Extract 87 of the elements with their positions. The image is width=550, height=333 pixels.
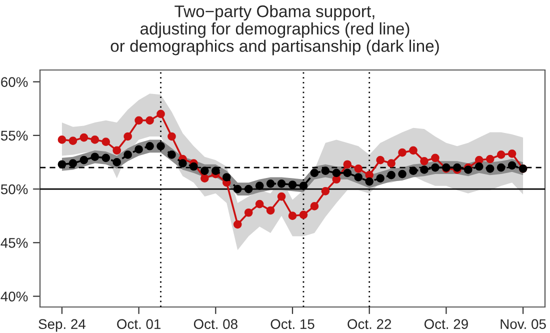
- point: [310, 202, 319, 210]
- point: [387, 159, 396, 168]
- point: [299, 182, 308, 190]
- point: [343, 168, 352, 178]
- point: [244, 184, 253, 194]
- point: [168, 150, 176, 159]
- point: [420, 156, 428, 166]
- point: [277, 180, 286, 188]
- point: [508, 149, 516, 158]
- point: [453, 163, 462, 172]
- y-tick-label: 50%: [0, 184, 28, 194]
- point: [255, 200, 264, 208]
- point: [365, 170, 374, 180]
- point: [134, 145, 143, 154]
- point: [68, 159, 78, 168]
- point: [420, 166, 428, 174]
- chart-title: Two−party Obama support, adjusting for demographics (red line) or demographics and partisanship (dark line): [110, 4, 439, 56]
- point: [365, 177, 374, 186]
- point: [486, 154, 494, 164]
- point: [146, 116, 154, 125]
- point: [68, 136, 78, 145]
- point: [343, 160, 352, 169]
- x-tick-label: Oct. 08: [194, 319, 238, 330]
- x-tick-label: Oct. 22: [348, 319, 392, 330]
- point: [277, 192, 286, 201]
- point: [288, 180, 297, 189]
- point: [200, 166, 209, 175]
- point: [486, 164, 494, 173]
- point: [90, 152, 100, 162]
- point: [124, 132, 132, 141]
- point: [354, 173, 363, 182]
- point: [398, 170, 406, 178]
- point: [332, 168, 341, 178]
- point: [431, 154, 440, 162]
- y-tick-label: 55%: [0, 130, 28, 141]
- point: [134, 116, 143, 125]
- point: [464, 166, 472, 174]
- point: [376, 174, 384, 182]
- point: [80, 133, 88, 142]
- point: [266, 206, 275, 215]
- point: [409, 166, 418, 175]
- point: [299, 210, 308, 219]
- y-tick-label: 60%: [1, 77, 28, 87]
- point: [222, 173, 231, 182]
- point: [255, 182, 264, 190]
- point: [244, 208, 253, 217]
- point: [58, 136, 66, 144]
- point: [387, 170, 396, 180]
- point: [124, 150, 132, 159]
- point: [102, 154, 110, 162]
- point: [496, 150, 506, 159]
- point: [431, 163, 440, 172]
- point: [409, 146, 418, 155]
- point: [146, 142, 154, 150]
- y-tick-label: 40%: [0, 292, 28, 302]
- point: [474, 162, 484, 171]
- point: [156, 110, 165, 118]
- x-tick-label: Nov. 05: [500, 319, 546, 330]
- point: [354, 164, 363, 173]
- point: [233, 184, 242, 194]
- x-tick-label: Oct. 01: [117, 319, 161, 330]
- point: [310, 168, 319, 178]
- point: [233, 220, 242, 229]
- point: [178, 159, 187, 168]
- point: [321, 187, 330, 196]
- point: [508, 161, 516, 170]
- point: [398, 148, 406, 157]
- point: [112, 146, 122, 155]
- point: [190, 162, 198, 171]
- point: [80, 156, 88, 164]
- point: [90, 136, 100, 144]
- x-tick-label: Sep. 24: [38, 319, 86, 332]
- point: [102, 138, 110, 146]
- point: [200, 174, 209, 182]
- point: [496, 163, 506, 172]
- point: [58, 160, 66, 169]
- point: [321, 166, 330, 175]
- x-tick-label: Oct. 29: [424, 319, 468, 330]
- point: [266, 180, 275, 188]
- point: [112, 158, 122, 166]
- x-tick-label: Oct. 15: [270, 319, 314, 330]
- point: [168, 132, 176, 141]
- point: [376, 156, 384, 164]
- y-tick-label: 45%: [0, 238, 28, 248]
- point: [211, 166, 220, 175]
- point: [288, 212, 297, 220]
- point: [156, 142, 165, 150]
